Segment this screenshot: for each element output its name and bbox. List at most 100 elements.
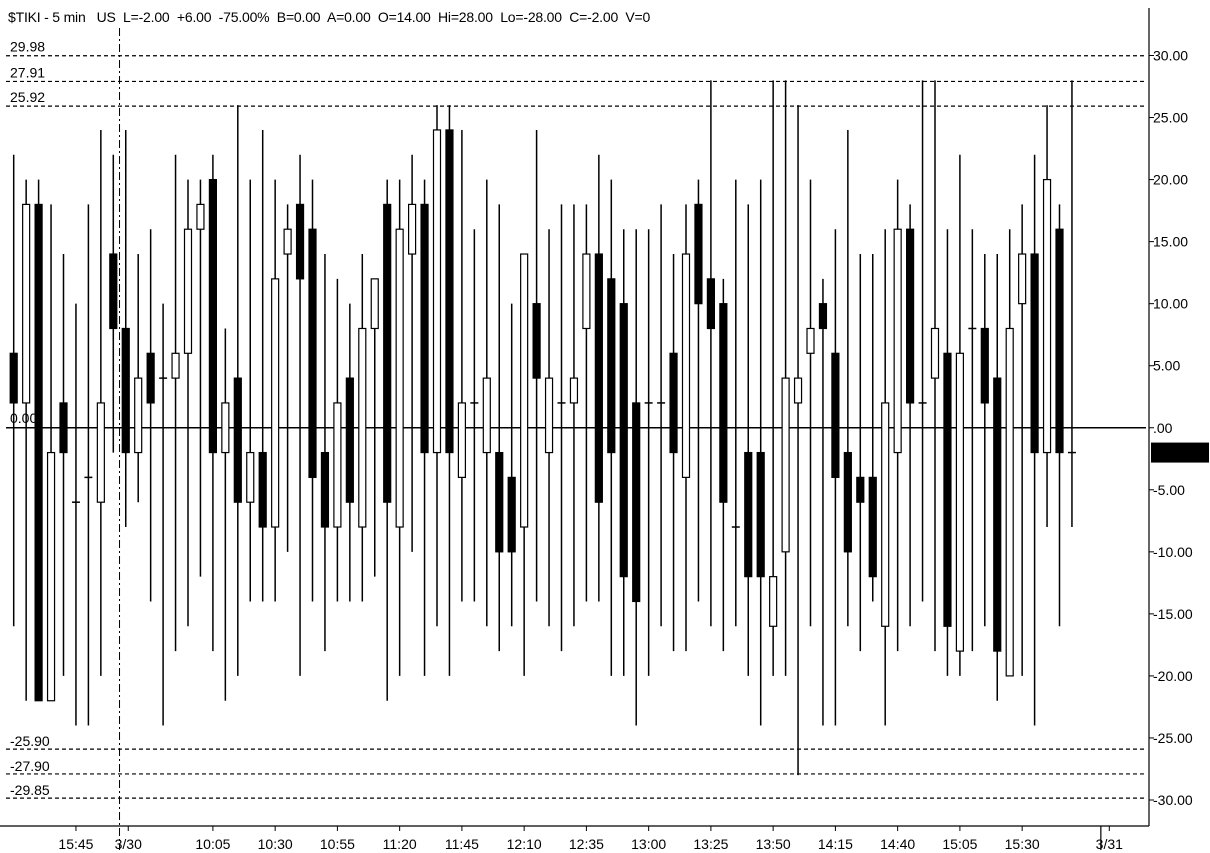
level-label: 27.91 xyxy=(10,64,45,80)
candle-body-up xyxy=(283,228,292,255)
time-tick-label: 11:20 xyxy=(383,836,417,852)
candle-body-down xyxy=(233,377,242,503)
time-tick-label: 10:05 xyxy=(195,836,230,852)
price-tick-label: 30.00 xyxy=(1153,48,1188,64)
candle-body-up xyxy=(1005,327,1014,677)
candle-body-down xyxy=(1030,253,1039,454)
candle-body-down xyxy=(669,352,678,454)
candle-body-up xyxy=(881,402,890,627)
time-tick-label: 10:30 xyxy=(258,836,293,852)
level-label: 29.98 xyxy=(10,39,45,55)
candle-body-up xyxy=(1018,253,1027,305)
time-tick-label: 15:45 xyxy=(58,836,93,852)
level-label: 25.92 xyxy=(10,89,45,105)
candle-body-up xyxy=(482,377,491,454)
time-tick-label: 3/30 xyxy=(115,836,142,852)
candle-body-up xyxy=(370,278,379,330)
candle-body-down xyxy=(831,352,840,478)
candle-body-down xyxy=(607,278,616,454)
candle-body-down xyxy=(320,451,330,528)
candle-body-up xyxy=(806,327,815,354)
last-price-badge xyxy=(1151,442,1209,463)
candle-body-down xyxy=(121,327,130,454)
candle-body-up xyxy=(769,576,778,627)
candle-body-down xyxy=(619,303,628,578)
price-tick-label: -5.00 xyxy=(1153,482,1185,498)
candle-body-down xyxy=(706,278,716,330)
candle-body-down xyxy=(109,253,118,330)
price-tick-label: -10.00 xyxy=(1153,544,1193,560)
candle-body-up xyxy=(246,451,255,503)
price-tick-label: -15.00 xyxy=(1153,606,1193,622)
candle-body-down xyxy=(420,203,429,454)
price-tick-label: 10.00 xyxy=(1153,296,1188,312)
zero-label: 0.00 xyxy=(10,410,37,426)
candle-body-up xyxy=(893,228,902,454)
candle-body-down xyxy=(295,203,305,280)
candle-body-down xyxy=(308,228,317,478)
candles xyxy=(9,80,1076,776)
candle-body-down xyxy=(756,451,765,578)
candle-body-up xyxy=(46,451,56,702)
time-tick-label: 12:10 xyxy=(507,836,542,852)
candle-body-down xyxy=(744,451,753,578)
candle-body-up xyxy=(134,377,143,454)
candle-body-down xyxy=(843,451,852,553)
candle-body-up xyxy=(96,402,105,503)
price-axis: 30.00 25.00 20.00 15.00 10.00 5.00 .00 -5.00 -10… xyxy=(1148,8,1209,826)
time-tick-label: 10:55 xyxy=(320,836,355,852)
candle-body-down xyxy=(632,402,641,603)
candle-body-down xyxy=(856,476,865,503)
candle-body-down xyxy=(868,476,877,578)
candle-body-up xyxy=(221,402,230,454)
candle-body-down xyxy=(495,451,504,553)
candle-body-up xyxy=(569,377,579,404)
level-label: -25.90 xyxy=(10,733,50,749)
candle-body-down xyxy=(383,203,392,503)
price-tick-label: -30.00 xyxy=(1153,792,1193,808)
time-tick-label: 14:40 xyxy=(880,836,915,852)
candle-body-up xyxy=(457,402,466,478)
candle-body-down xyxy=(993,377,1002,652)
candle-body-down xyxy=(694,203,703,305)
candle-body-up xyxy=(183,228,193,354)
candle-body-up xyxy=(432,129,442,454)
candle-body-down xyxy=(943,352,952,627)
candle-body-down xyxy=(9,352,18,404)
candle-body-up xyxy=(358,327,367,528)
time-tick-label: 13:25 xyxy=(693,836,728,852)
candle-body-down xyxy=(59,402,68,454)
candle-body-down xyxy=(208,178,217,454)
candle-body-up xyxy=(955,352,965,652)
candle-body-up xyxy=(408,203,417,255)
price-tick-label: 15.00 xyxy=(1153,234,1188,250)
time-tick-label: 11:45 xyxy=(445,836,479,852)
candle-body-up xyxy=(333,402,342,528)
candle-body-down xyxy=(719,303,728,503)
candle-body-up xyxy=(271,278,280,528)
candle-body-down xyxy=(34,203,43,702)
candle-body-down xyxy=(532,303,541,379)
candle-body-up xyxy=(930,327,940,379)
candle-body-up xyxy=(793,377,803,404)
level-label: -29.85 xyxy=(10,782,50,798)
price-tick-label: -20.00 xyxy=(1153,668,1193,684)
time-tick-label: 12:35 xyxy=(569,836,604,852)
candle-body-up xyxy=(22,203,31,404)
candle-body-down xyxy=(905,228,915,404)
candle-body-up xyxy=(520,253,529,528)
price-tick-label: -25.00 xyxy=(1153,730,1193,746)
time-tick-label: 15:05 xyxy=(942,836,977,852)
time-tick-label: 15:30 xyxy=(1005,836,1040,852)
time-axis: 15:45 3/30 10:05 10:30 10:55 11:20 11:45 12:10 1… xyxy=(0,825,1149,852)
candle-body-down xyxy=(818,303,828,330)
candle-body-down xyxy=(507,476,516,553)
price-tick-label: 20.00 xyxy=(1153,172,1188,188)
time-tick-label: 14:15 xyxy=(818,836,853,852)
candle-body-up xyxy=(196,203,205,230)
candle-body-up xyxy=(1042,178,1052,454)
candle-body-down xyxy=(1055,228,1064,454)
price-tick-label: .00 xyxy=(1153,420,1173,436)
candle-body-down xyxy=(594,253,603,503)
